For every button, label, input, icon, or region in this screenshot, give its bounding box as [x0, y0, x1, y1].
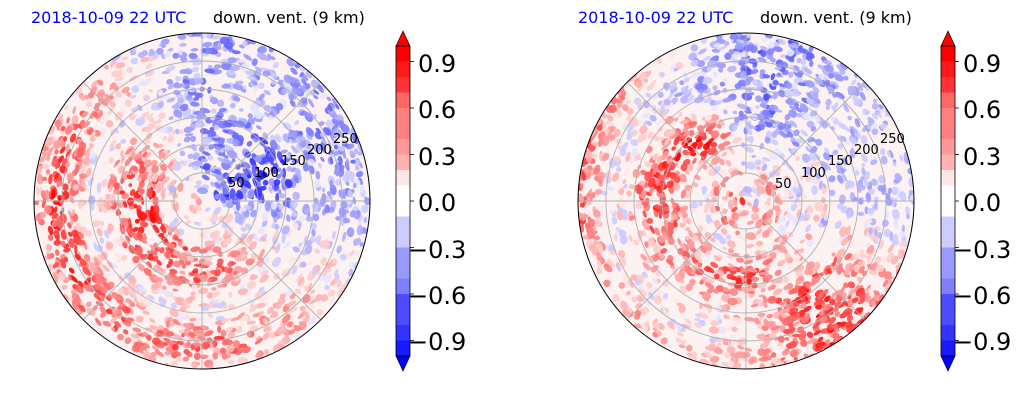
colorbar-level [396, 123, 410, 140]
title-date-left: 2018-10-09 22 UTC [31, 8, 186, 27]
grid-spoke [765, 81, 866, 182]
radial-tick-left-250: 250 [333, 132, 358, 147]
cbar-tick-left-0.6: 0.6 [418, 96, 456, 124]
colorbar-level [396, 185, 410, 202]
panel-right: 2018-10-09 22 UTC down. vent. (9 km) 50 … [577, 8, 1011, 372]
radial-tick-right-100: 100 [801, 166, 826, 181]
grid-spoke [626, 81, 727, 182]
cbar-tick-right-m0.3: −0.3 [953, 236, 1011, 264]
polar-grid-right [578, 33, 914, 369]
colorbar-level [941, 46, 955, 62]
colorbar-level [396, 201, 410, 217]
colorbar-right [940, 30, 959, 372]
grid-spoke [221, 81, 322, 182]
colorbar-level [941, 139, 955, 155]
colorbar-level [941, 309, 955, 326]
colorbar-level [941, 185, 955, 202]
colorbar-level [941, 154, 955, 171]
colorbar-level [396, 61, 410, 78]
grid-spoke [221, 220, 322, 321]
colorbar-extend-min [940, 355, 956, 372]
colorbar-level [941, 247, 955, 264]
colorbar-level [941, 123, 955, 140]
colorbar-level [941, 325, 955, 341]
colorbar-level [941, 201, 955, 217]
colorbar-level [941, 294, 955, 310]
radial-tick-left-50: 50 [228, 176, 245, 191]
cbar-tick-left-0.9: 0.9 [418, 50, 456, 78]
cbar-tick-right-0.9: 0.9 [963, 50, 1001, 78]
colorbar-level [396, 232, 410, 248]
cbar-tick-left-0.3: 0.3 [418, 143, 456, 171]
cbar-tick-right-0.0: 0.0 [963, 189, 1001, 217]
colorbar-level [396, 108, 410, 124]
grid-spoke [82, 81, 183, 182]
radial-tick-left-150: 150 [281, 154, 306, 169]
cbar-tick-left-m0.9: −0.9 [408, 328, 466, 356]
cbar-tick-left-0.0: 0.0 [418, 189, 456, 217]
colorbar-ticklabels-right: 0.9 0.6 0.3 0.0 −0.3 −0.6 −0.9 [953, 50, 1011, 356]
cbar-tick-right-0.6: 0.6 [963, 96, 1001, 124]
grid-spoke [765, 220, 866, 321]
panel-left: 2018-10-09 22 UTC down. vent. (9 km) 50 … [31, 8, 466, 372]
polar-frame-right [577, 32, 915, 370]
title-field-right: down. vent. (9 km) [760, 8, 912, 27]
colorbar-level [396, 77, 410, 93]
colorbar-level [941, 216, 955, 233]
colorbar-level [941, 278, 955, 295]
colorbar-level [396, 46, 410, 62]
radial-tick-right-50: 50 [775, 177, 792, 192]
title-field-left: down. vent. (9 km) [213, 8, 365, 27]
cbar-tick-right-0.3: 0.3 [963, 143, 1001, 171]
colorbar-left [395, 30, 414, 372]
radial-tick-right-150: 150 [828, 154, 853, 169]
colorbar-ticklabels-left: 0.9 0.6 0.3 0.0 −0.3 −0.6 −0.9 [408, 50, 466, 356]
colorbar-level [396, 92, 410, 109]
radial-tick-right-250: 250 [880, 132, 905, 147]
colorbar-level [941, 263, 955, 279]
cbar-tick-left-m0.3: −0.3 [408, 236, 466, 264]
colorbar-level [396, 278, 410, 295]
cbar-tick-right-m0.6: −0.6 [953, 282, 1011, 310]
radial-tick-left-100: 100 [254, 166, 279, 181]
colorbar-level [941, 232, 955, 248]
heatmap-field-right [578, 33, 914, 369]
grid-spoke [82, 220, 183, 321]
colorbar-level [396, 247, 410, 264]
colorbar-level [396, 170, 410, 186]
cbar-tick-left-m0.6: −0.6 [408, 282, 466, 310]
colorbar-level [396, 139, 410, 155]
colorbar-level [396, 263, 410, 279]
colorbar-level [396, 340, 410, 357]
colorbar-level [396, 154, 410, 171]
colorbar-level [396, 309, 410, 326]
colorbar-level [396, 216, 410, 233]
radial-tick-right-200: 200 [854, 143, 879, 158]
colorbar-level [941, 108, 955, 124]
colorbar-extend-min [395, 355, 411, 372]
grid-spoke [626, 220, 727, 321]
polar-frame-left [33, 32, 371, 370]
colorbar-level [941, 61, 955, 78]
radial-tick-left-200: 200 [307, 143, 332, 158]
polar-grid-left [34, 33, 370, 369]
colorbar-level [396, 294, 410, 310]
title-date-right: 2018-10-09 22 UTC [578, 8, 733, 27]
colorbar-level [941, 170, 955, 186]
colorbar-level [941, 92, 955, 109]
colorbar-level [941, 77, 955, 93]
colorbar-extend-max [940, 30, 956, 47]
cbar-tick-right-m0.9: −0.9 [953, 328, 1011, 356]
colorbar-extend-max [395, 30, 411, 47]
colorbar-level [941, 340, 955, 357]
heatmap-field-left [34, 33, 370, 369]
colorbar-level [396, 325, 410, 341]
